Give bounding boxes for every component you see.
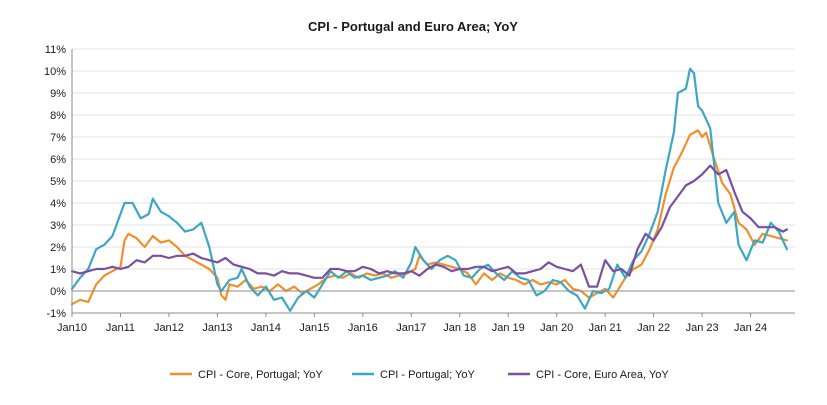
legend-label: CPI - Core, Portugal; YoY xyxy=(198,369,323,381)
series-line-3 xyxy=(70,164,789,288)
y-tick-label: 5% xyxy=(50,176,66,188)
x-tick-label: Jan 19 xyxy=(492,322,525,334)
x-tick-label: Jan 23 xyxy=(686,322,719,334)
y-tick-label: 0% xyxy=(50,286,66,298)
x-tick-label: Jan12 xyxy=(154,322,184,334)
x-tick-label: Jan 24 xyxy=(734,322,767,334)
x-tick-label: Jan10 xyxy=(57,322,87,334)
y-tick-label: 1% xyxy=(50,264,66,276)
y-tick-label: 6% xyxy=(50,154,66,166)
x-tick-label: Jan 22 xyxy=(637,322,670,334)
series-line-2 xyxy=(70,67,789,312)
x-tick-label: Jan14 xyxy=(251,322,281,334)
x-tick-label: Jan 21 xyxy=(589,322,622,334)
x-tick-label: Jan11 xyxy=(106,322,135,334)
x-tick-label: Jan17 xyxy=(396,322,426,334)
x-tick-label: Jan16 xyxy=(348,322,378,334)
axes xyxy=(71,49,795,317)
y-tick-label: 3% xyxy=(50,220,66,232)
series-line-1 xyxy=(70,129,789,306)
y-axis-ticks: -1% 0% 1% 2% 3% 4% 5% 6% 7% 8% 9% 10% 11% xyxy=(44,44,66,320)
x-tick-label: Jan15 xyxy=(299,322,329,334)
y-tick-label: 8% xyxy=(50,110,66,122)
x-tick-label: Jan 20 xyxy=(540,322,573,334)
legend: CPI - Core, Portugal; YoY CPI - Portugal;… xyxy=(170,369,669,381)
y-tick-label: -1% xyxy=(46,308,66,320)
legend-label: CPI - Portugal; YoY xyxy=(380,369,475,381)
grid-lines xyxy=(72,48,795,314)
series-lines xyxy=(70,67,789,312)
x-tick-label: Jan 18 xyxy=(443,322,476,334)
y-tick-label: 10% xyxy=(44,66,66,78)
legend-label: CPI - Core, Euro Area, YoY xyxy=(536,369,669,381)
y-tick-label: 9% xyxy=(50,88,66,100)
x-tick-label: Jan13 xyxy=(202,322,232,334)
y-tick-label: 7% xyxy=(50,132,66,144)
chart-title: CPI - Portugal and Euro Area; YoY xyxy=(308,19,518,34)
y-tick-label: 11% xyxy=(45,44,66,56)
y-tick-label: 2% xyxy=(50,242,66,254)
x-axis-ticks: Jan10 Jan11 Jan12 Jan13 Jan14 Jan15 Jan16 Jan17… xyxy=(57,322,767,334)
y-tick-label: 4% xyxy=(50,198,66,210)
